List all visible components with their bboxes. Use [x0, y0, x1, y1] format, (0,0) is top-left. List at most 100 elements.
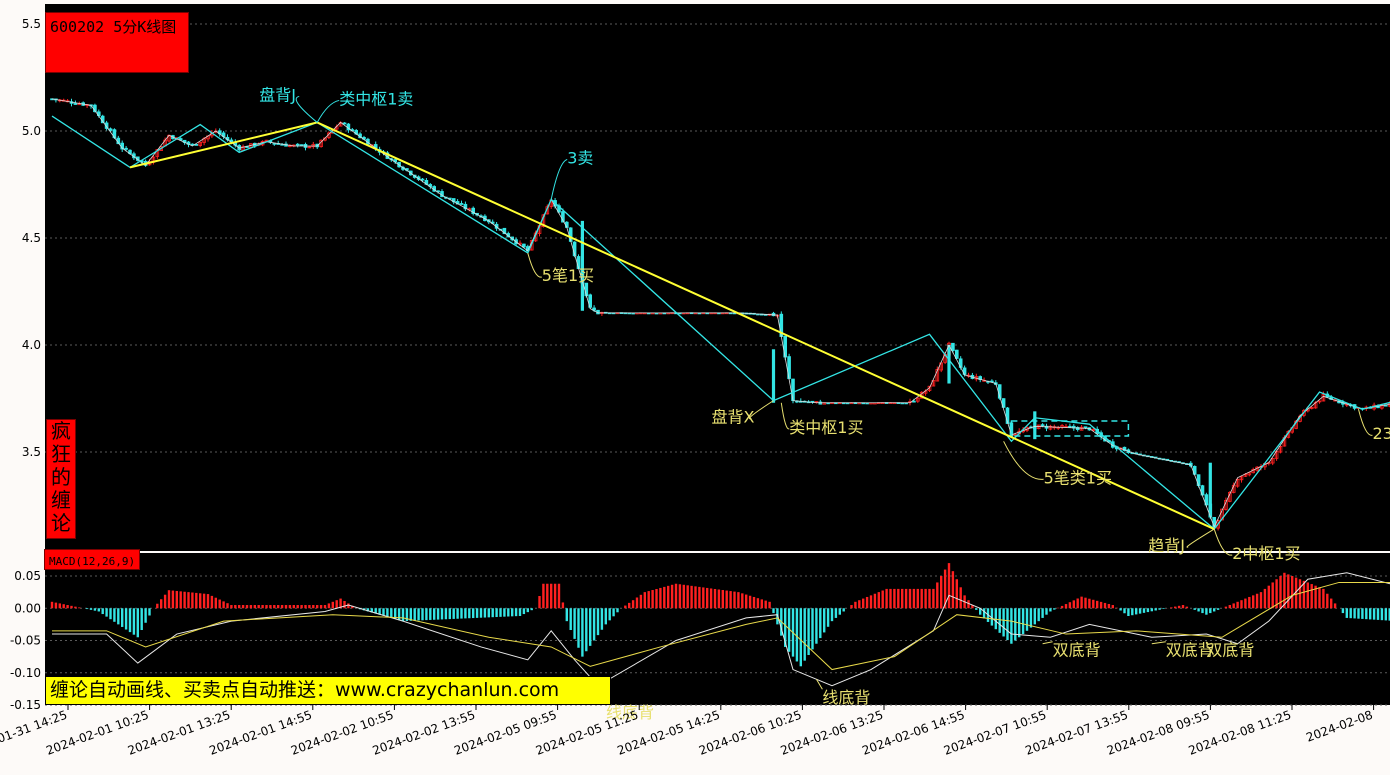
annotation-arrow	[1186, 528, 1215, 548]
annotation-arrow	[1003, 441, 1044, 480]
bi-stroke-line	[51, 115, 1390, 530]
candle-body	[502, 227, 507, 235]
candle-body	[311, 143, 316, 148]
price-tick-label: 4.0	[22, 338, 41, 352]
annotation-arrow	[815, 678, 823, 690]
price-tick-label: 5.0	[22, 124, 41, 138]
buy-sell-annotation: 23买	[1373, 424, 1390, 443]
candle-body	[522, 243, 526, 248]
buy-sell-annotation: 5笔类1买	[1044, 468, 1112, 487]
annotation-arrow	[316, 99, 340, 123]
candle-body	[1270, 458, 1275, 464]
candle-body	[912, 400, 916, 403]
promo-banner-text: 缠论自动画线、买卖点自动推送：www.crazychanlun.com	[50, 679, 560, 701]
candle-body	[1216, 520, 1220, 529]
candle-body	[1005, 407, 1010, 424]
buy-sell-annotation: 2中枢1买	[1232, 544, 1300, 563]
candle-body	[1033, 411, 1037, 440]
buy-sell-annotation: 趋背J	[1148, 536, 1185, 555]
candle-body	[463, 203, 468, 210]
macd-dif-line	[52, 572, 1390, 687]
candle-body	[1083, 426, 1088, 429]
candle-body	[1040, 424, 1045, 427]
candle-body	[342, 122, 347, 125]
annotation-arrow	[550, 158, 568, 200]
macd-tick-label: 0.05	[14, 569, 41, 583]
candle-body	[1122, 446, 1127, 451]
macd-divergence-annotation: 线底背	[822, 688, 870, 707]
macd-divergence-annotation: 双底背	[1053, 641, 1101, 660]
brand-char: 论	[51, 511, 71, 535]
annotation-arrow	[295, 95, 318, 123]
stock-title: 600202 5分K线图	[50, 18, 177, 36]
candle-body	[580, 220, 584, 311]
candle-body	[198, 141, 203, 146]
annotation-arrow	[780, 402, 790, 430]
buy-sell-annotation: 类中枢1买	[789, 418, 863, 437]
annotation-arrow	[1358, 409, 1373, 436]
candle-body	[1068, 425, 1072, 428]
brand-char: 缠	[51, 488, 71, 512]
candle-body	[1001, 398, 1006, 408]
candle-body	[1204, 494, 1209, 506]
macd-tick-label: 0.00	[14, 601, 41, 615]
stock-title-box: 600202 5分K线图	[45, 12, 189, 73]
macd-tick-label: -0.15	[10, 698, 41, 712]
candle-body	[1278, 446, 1283, 453]
candle-body	[947, 345, 951, 384]
macd-tick-label: -0.10	[10, 666, 41, 680]
candle-body	[955, 349, 959, 359]
candle-body	[1317, 400, 1322, 403]
candle-body	[1220, 508, 1224, 521]
candle-body	[592, 307, 596, 311]
candle-body	[931, 380, 936, 387]
buy-sell-annotation: 盘背J	[259, 85, 296, 104]
buy-sell-annotation: 5笔1买	[542, 266, 594, 285]
price-tick-label: 4.5	[22, 231, 41, 245]
promo-banner[interactable]: 缠论自动画线、买卖点自动推送：www.crazychanlun.com	[45, 676, 611, 705]
macd-divergence-annotation: 双底背	[1206, 641, 1254, 660]
candle-body	[471, 207, 475, 214]
candle-body	[1079, 426, 1084, 431]
candle-body	[178, 138, 183, 141]
brand-char: 狂	[51, 442, 71, 466]
candle-body	[916, 397, 920, 402]
candle-body	[1309, 407, 1314, 409]
candle-body	[299, 144, 304, 147]
candle-body	[568, 227, 573, 242]
candle-body	[1235, 478, 1240, 487]
candle-body	[1075, 427, 1080, 431]
macd-divergence-annotation: 双底背	[1166, 641, 1214, 660]
candle-body	[420, 178, 425, 181]
brand-char: 疯	[51, 419, 71, 443]
candle-body	[1247, 472, 1252, 476]
candle-body	[935, 369, 940, 382]
macd-params-text: MACD(12,26,9)	[49, 555, 136, 568]
zhongshu-box	[1010, 420, 1130, 437]
candle-body	[951, 342, 955, 352]
annotation-arrow	[527, 252, 542, 278]
candle-body	[307, 146, 312, 149]
candle-body	[1239, 476, 1244, 481]
buy-sell-annotation: 盘背X	[712, 408, 755, 427]
candle-body	[1208, 462, 1212, 517]
candle-body	[459, 203, 464, 205]
annotation-arrow	[749, 400, 774, 420]
macd-divergence-annotation: 线底背	[606, 703, 654, 722]
price-tick-label: 3.5	[22, 445, 41, 459]
price-tick-label: 5.5	[22, 17, 41, 31]
brand-vertical-box: 疯 狂 的 缠 论	[46, 419, 76, 539]
candle-body	[124, 147, 128, 150]
candle-body	[771, 349, 776, 403]
buy-sell-annotation: 3卖	[567, 148, 593, 167]
macd-dea-line	[52, 581, 1390, 671]
annotation-arrow	[1042, 641, 1053, 645]
macd-params-label: MACD(12,26,9)	[44, 549, 141, 570]
price-trace-line	[51, 98, 1390, 528]
buy-sell-annotation: 类中枢1卖	[339, 89, 413, 108]
candle-body	[561, 211, 565, 223]
candle-body	[73, 103, 78, 105]
price-panel	[45, 4, 1390, 551]
candle-body	[194, 144, 199, 146]
